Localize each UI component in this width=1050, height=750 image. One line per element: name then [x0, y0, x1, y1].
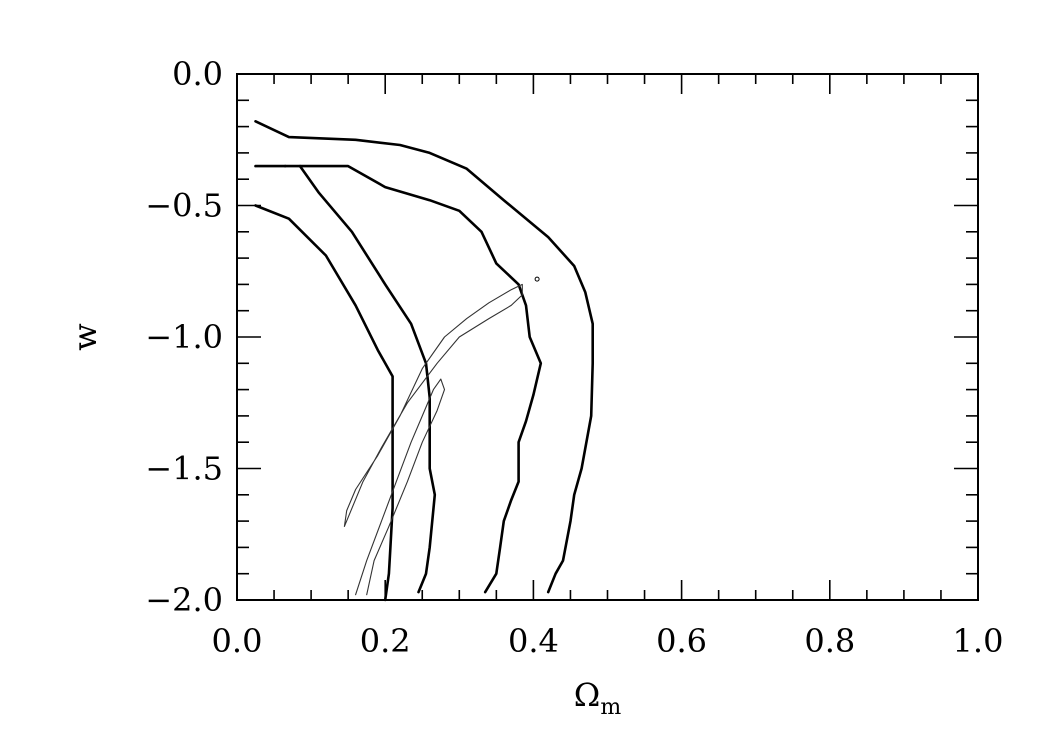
x-tick-label: 1.0: [953, 622, 1004, 660]
x-tick-label: 0.4: [508, 622, 559, 660]
y-tick-label: 0.0: [172, 55, 223, 93]
y-tick-labels: 0.0 −0.5 −1.0 −1.5 −2.0: [145, 55, 223, 619]
thin-contour-5: [343, 283, 523, 527]
x-tick-label: 0.2: [360, 622, 411, 660]
contour-lines: [254, 120, 595, 602]
y-tick-label: −0.5: [145, 187, 223, 225]
axis-ticks: [236, 73, 979, 601]
y-tick-label: −1.5: [145, 450, 223, 488]
thick-contour-0: [254, 204, 394, 602]
x-tick-labels: 0.0 0.2 0.4 0.6 0.8 1.0: [212, 622, 1004, 660]
y-axis-label: w: [66, 323, 104, 350]
thick-contour-2: [254, 120, 595, 594]
x-tick-label: 0.6: [656, 622, 707, 660]
x-axis-label: Ωm: [574, 676, 622, 720]
thick-contour-1: [298, 164, 437, 594]
thin-contour-6: [355, 378, 446, 596]
x-tick-label: 0.8: [804, 622, 855, 660]
plot-frame: [236, 73, 979, 601]
thick-contour-4: [283, 164, 543, 594]
y-tick-label: −1.0: [145, 318, 223, 356]
best-fit-marker: [534, 276, 540, 282]
x-tick-label: 0.0: [212, 622, 263, 660]
y-tick-label: −2.0: [145, 581, 223, 619]
